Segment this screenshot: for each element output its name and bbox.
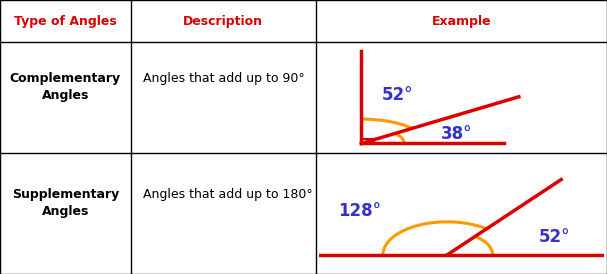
Text: 38°: 38° xyxy=(441,125,473,143)
Text: 128°: 128° xyxy=(339,202,382,220)
Text: 52°: 52° xyxy=(538,228,570,246)
Text: Type of Angles: Type of Angles xyxy=(14,15,117,28)
Text: Angles that add up to 180°: Angles that add up to 180° xyxy=(143,188,313,201)
Text: 52°: 52° xyxy=(381,86,413,104)
Text: Description: Description xyxy=(183,15,263,28)
Text: Angles that add up to 90°: Angles that add up to 90° xyxy=(143,72,304,85)
Text: Supplementary
Angles: Supplementary Angles xyxy=(12,188,119,218)
Text: Example: Example xyxy=(432,15,491,28)
Text: Complementary
Angles: Complementary Angles xyxy=(10,72,121,102)
